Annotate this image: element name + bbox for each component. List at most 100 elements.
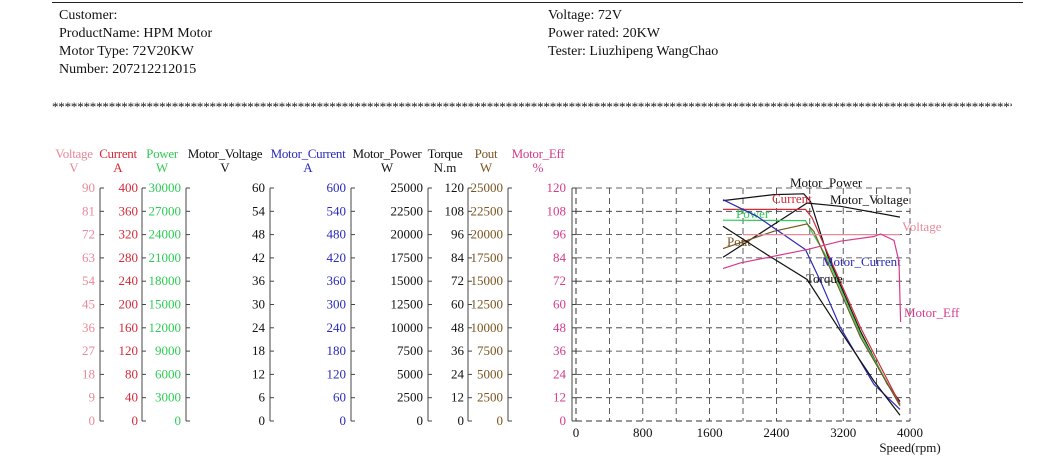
series-line-pout — [722, 223, 901, 406]
tick-label: 0 — [560, 413, 567, 428]
tick-label: 96 — [451, 227, 465, 242]
tick-label: 18 — [82, 366, 95, 381]
x-tick-label: 3200 — [830, 425, 856, 440]
tick-label: 12500 — [391, 297, 424, 312]
axis-title-torque: Torque — [428, 146, 463, 161]
tick-label: 17500 — [471, 250, 504, 265]
tick-label: 36 — [82, 320, 96, 335]
tick-label: 200 — [119, 297, 139, 312]
x-tick-label: 2400 — [763, 425, 789, 440]
axis-unit-motor_voltage: V — [220, 160, 230, 175]
x-axis-title: Speed(rpm) — [879, 440, 940, 455]
tick-label: 15000 — [149, 297, 182, 312]
tick-label: 9000 — [155, 343, 181, 358]
series-line-torque — [722, 225, 901, 416]
tick-label: 0 — [340, 413, 347, 428]
tick-label: 18000 — [149, 273, 182, 288]
tick-label: 60 — [333, 390, 346, 405]
tick-label: 63 — [82, 250, 95, 265]
tick-label: 360 — [119, 203, 139, 218]
tick-label: 90 — [82, 180, 95, 195]
tick-label: 10000 — [391, 320, 424, 335]
tick-label: 6000 — [155, 366, 181, 381]
tick-label: 48 — [451, 320, 464, 335]
tick-label: 9 — [89, 390, 96, 405]
tick-label: 54 — [82, 273, 96, 288]
tick-label: 540 — [327, 203, 347, 218]
tick-label: 20000 — [391, 227, 424, 242]
tick-label: 40 — [125, 390, 138, 405]
tick-label: 480 — [327, 227, 347, 242]
tick-label: 30000 — [149, 180, 182, 195]
tick-label: 48 — [252, 227, 265, 242]
tick-label: 240 — [119, 273, 139, 288]
x-tick-label: 1600 — [697, 425, 723, 440]
tick-label: 10000 — [471, 320, 504, 335]
tick-label: 45 — [82, 297, 95, 312]
tick-label: 15000 — [471, 273, 504, 288]
series-label-motor_current: Motor_Current — [822, 254, 901, 269]
tick-label: 80 — [125, 366, 138, 381]
tick-label: 12 — [252, 366, 265, 381]
tick-label: 300 — [327, 297, 347, 312]
series-label-pout: Pout — [727, 234, 751, 249]
tick-label: 72 — [553, 273, 566, 288]
tick-label: 60 — [252, 180, 265, 195]
tick-label: 36 — [451, 343, 465, 358]
motor-type: Motor Type: 72V20KW — [59, 44, 194, 59]
tick-label: 120 — [547, 180, 567, 195]
series-label-current: Current — [772, 191, 812, 206]
tick-label: 0 — [132, 413, 139, 428]
axis-unit-torque: N.m — [434, 160, 457, 175]
tick-label: 5000 — [397, 366, 423, 381]
tick-label: 12500 — [471, 297, 504, 312]
tick-label: 15000 — [391, 273, 424, 288]
tick-label: 54 — [252, 203, 266, 218]
axis-title-power: Power — [146, 146, 179, 161]
axis-title-motor_eff: Motor_Eff — [512, 146, 566, 161]
tick-label: 24000 — [149, 227, 182, 242]
tick-label: 27 — [82, 343, 96, 358]
tick-label: 84 — [451, 250, 465, 265]
tick-label: 360 — [327, 273, 347, 288]
axis-title-pout: Pout — [475, 146, 498, 161]
tick-label: 0 — [458, 413, 465, 428]
tick-label: 60 — [451, 297, 464, 312]
tick-label: 160 — [119, 320, 139, 335]
tick-label: 96 — [553, 227, 567, 242]
series-label-motor_eff: Motor_Eff — [904, 305, 960, 320]
tick-label: 2500 — [477, 390, 503, 405]
tick-label: 36 — [252, 273, 266, 288]
tick-label: 7500 — [397, 343, 423, 358]
axis-title-voltage: Voltage — [55, 146, 93, 161]
axis-unit-voltage: V — [69, 160, 79, 175]
series-line-motor_current — [722, 199, 901, 410]
top-rule — [52, 2, 1023, 3]
header-left: Customer: ProductName: HPM Motor Motor T… — [59, 7, 212, 79]
tick-label: 42 — [252, 250, 265, 265]
tick-label: 24 — [252, 320, 266, 335]
tick-label: 72 — [82, 227, 95, 242]
axis-unit-motor_current: A — [303, 160, 313, 175]
tick-label: 0 — [175, 413, 182, 428]
tick-label: 25000 — [471, 180, 504, 195]
axis-title-motor_current: Motor_Current — [271, 146, 346, 161]
tick-label: 5000 — [477, 366, 503, 381]
tick-label: 240 — [327, 320, 347, 335]
series-label-torque: Torque — [806, 271, 843, 286]
series-label-voltage: Voltage — [902, 219, 942, 234]
axis-title-motor_voltage: Motor_Voltage — [188, 146, 263, 161]
series-line-motor_voltage — [722, 202, 901, 258]
tick-label: 84 — [553, 250, 567, 265]
tick-label: 12 — [451, 390, 464, 405]
x-tick-label: 800 — [633, 425, 653, 440]
customer: Customer: — [59, 8, 118, 23]
tick-label: 600 — [327, 180, 347, 195]
tick-label: 420 — [327, 250, 347, 265]
axis-title-motor_power: Motor_Power — [353, 146, 423, 161]
tick-label: 400 — [119, 180, 139, 195]
series-label-motor_power: Motor_Power — [790, 175, 863, 190]
tick-label: 6 — [259, 390, 266, 405]
tick-label: 3000 — [155, 390, 181, 405]
